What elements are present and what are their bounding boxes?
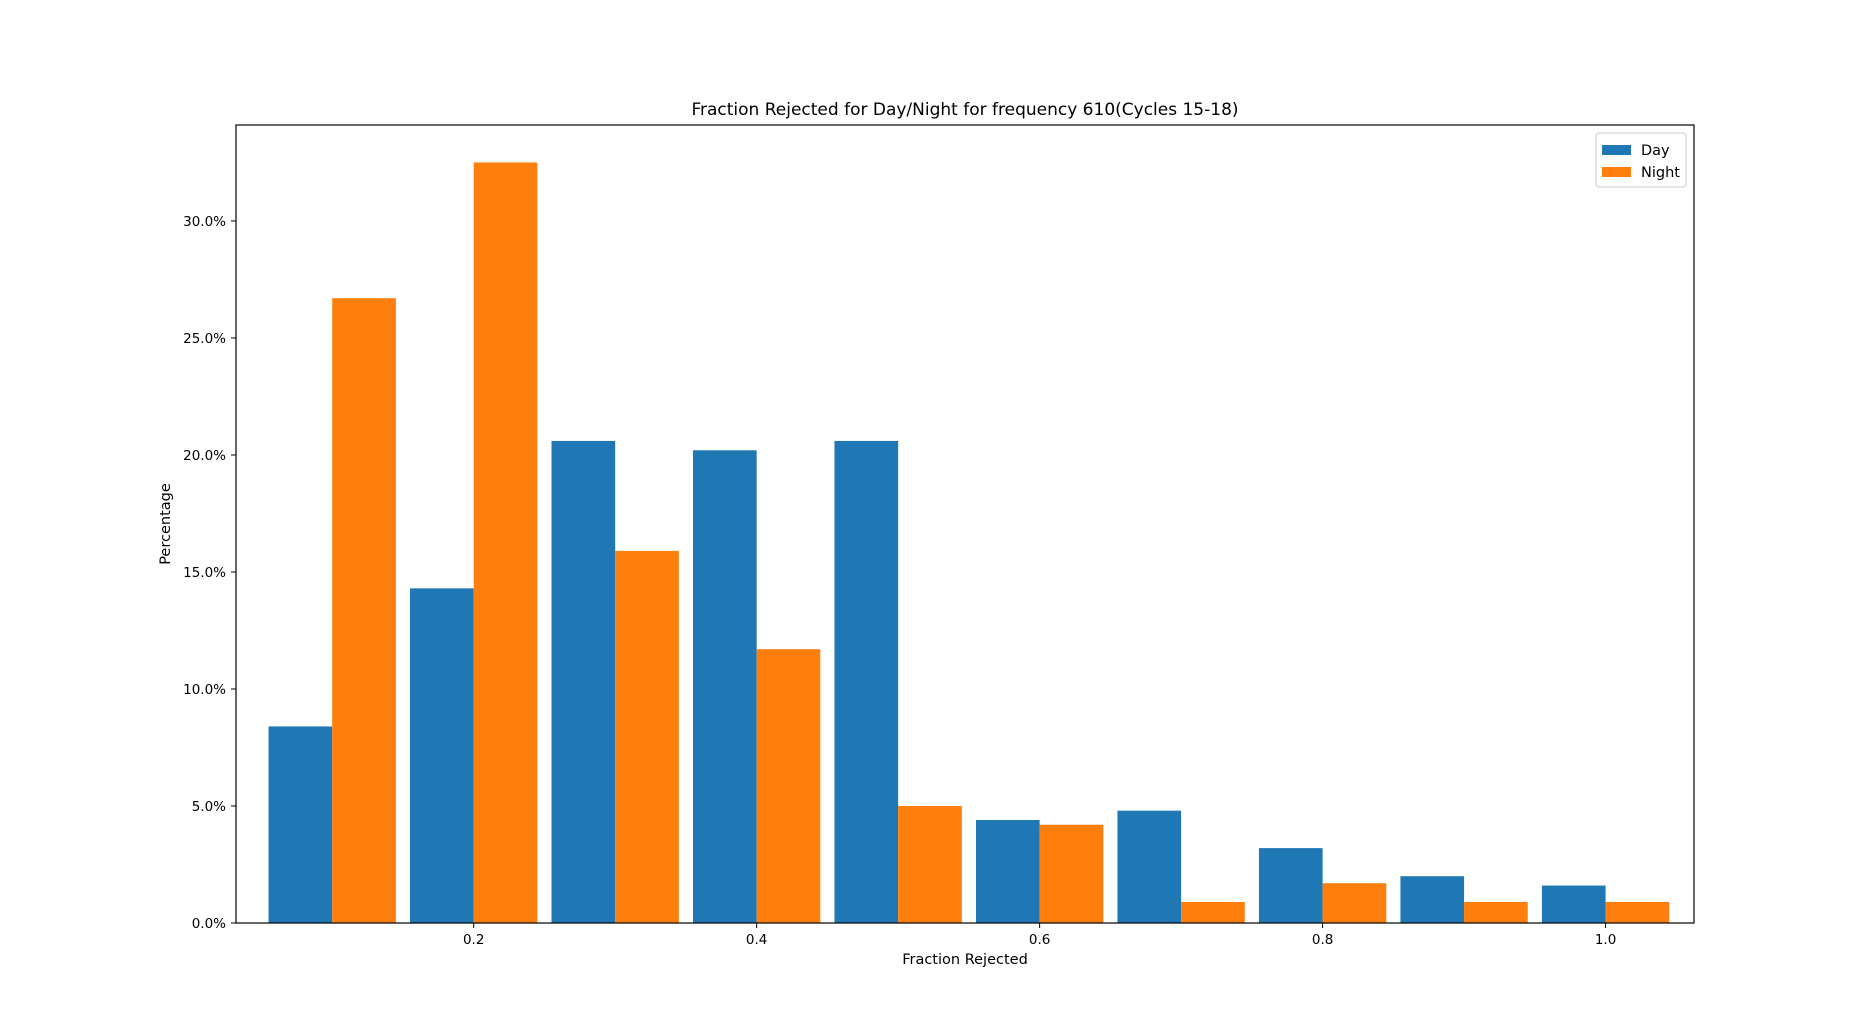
x-axis-ticks: 0.2 0.4 0.6 0.8 1.0 — [463, 923, 1616, 948]
legend-label-night: Night — [1641, 165, 1680, 181]
bar-night-0 — [332, 298, 396, 923]
bar-day-3 — [692, 450, 757, 923]
bar-night-2 — [615, 550, 679, 923]
y-tick-label: 30.0% — [183, 214, 226, 230]
bar-night-5 — [1039, 824, 1104, 923]
y-tick-label: 0.0% — [192, 916, 226, 932]
chart-title: Fraction Rejected for Day/Night for freq… — [691, 100, 1238, 120]
y-tick-label: 20.0% — [183, 448, 226, 464]
x-tick-label: 0.4 — [746, 932, 767, 948]
bars-group — [268, 162, 1670, 923]
y-tick-label: 10.0% — [183, 682, 226, 698]
bar-day-6 — [1117, 810, 1182, 923]
legend-swatch-night — [1602, 167, 1631, 177]
bar-day-4 — [834, 440, 899, 923]
x-axis-label: Fraction Rejected — [902, 952, 1028, 968]
x-tick-label: 0.2 — [463, 932, 484, 948]
bar-night-8 — [1464, 901, 1528, 923]
legend-label-day: Day — [1641, 143, 1670, 159]
y-tick-label: 5.0% — [192, 799, 226, 815]
bar-day-2 — [551, 440, 616, 923]
bar-day-1 — [410, 588, 474, 923]
bar-night-4 — [898, 805, 962, 923]
y-tick-label: 25.0% — [183, 331, 226, 347]
bar-night-9 — [1605, 901, 1670, 923]
y-axis-label: Percentage — [158, 483, 174, 565]
legend-swatch-day — [1602, 145, 1631, 155]
legend: Day Night — [1595, 132, 1687, 188]
x-tick-label: 0.6 — [1029, 932, 1050, 948]
bar-day-8 — [1400, 876, 1465, 923]
bar-day-9 — [1541, 885, 1606, 923]
y-tick-label: 15.0% — [183, 565, 226, 581]
bar-night-3 — [756, 649, 821, 923]
x-tick-label: 0.8 — [1312, 932, 1333, 948]
bar-night-7 — [1322, 883, 1387, 923]
bar-day-0 — [268, 726, 333, 923]
x-tick-label: 1.0 — [1595, 932, 1616, 948]
bar-day-5 — [975, 820, 1040, 923]
bar-night-1 — [473, 162, 538, 923]
y-axis-ticks: 0.0% 5.0% 10.0% 15.0% 20.0% 25.0% 30.0% — [183, 214, 236, 932]
plot-frame — [235, 124, 1695, 924]
bar-night-6 — [1181, 901, 1245, 923]
bar-day-7 — [1258, 848, 1323, 923]
